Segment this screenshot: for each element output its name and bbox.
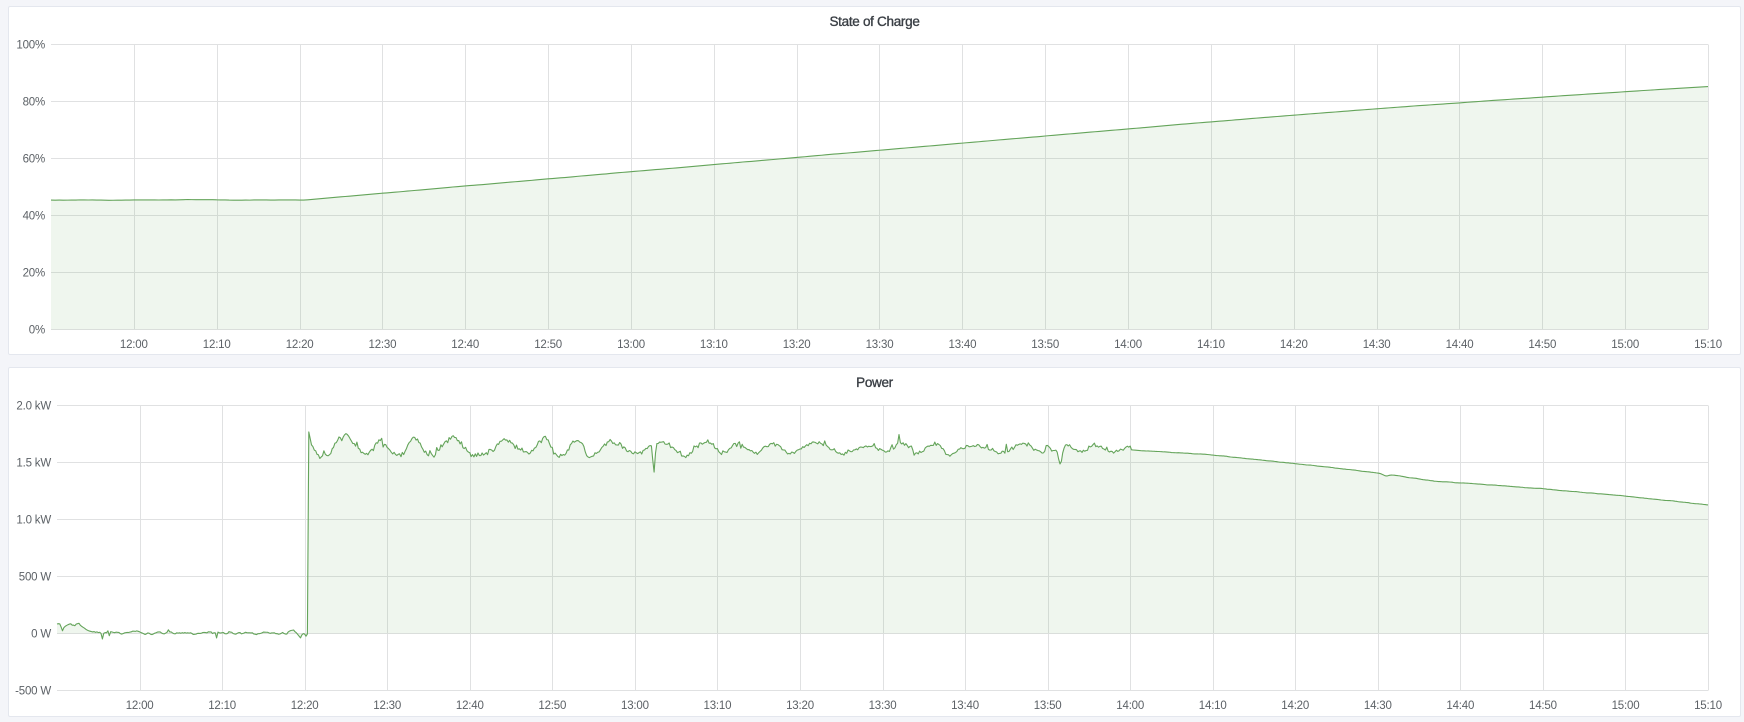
- svg-text:0 W: 0 W: [31, 629, 51, 641]
- svg-text:100%: 100%: [16, 40, 45, 52]
- svg-text:14:30: 14:30: [1364, 700, 1392, 712]
- svg-text:12:00: 12:00: [120, 339, 148, 351]
- svg-text:20%: 20%: [23, 268, 45, 280]
- svg-text:14:50: 14:50: [1528, 339, 1556, 351]
- svg-text:15:10: 15:10: [1694, 339, 1722, 351]
- svg-text:12:00: 12:00: [126, 700, 154, 712]
- svg-text:15:00: 15:00: [1611, 339, 1639, 351]
- svg-text:12:20: 12:20: [286, 339, 314, 351]
- svg-text:14:00: 14:00: [1114, 339, 1142, 351]
- svg-text:500 W: 500 W: [19, 572, 52, 584]
- svg-text:14:30: 14:30: [1363, 339, 1391, 351]
- svg-text:-500 W: -500 W: [15, 686, 51, 698]
- svg-text:14:10: 14:10: [1197, 339, 1225, 351]
- svg-text:1.0 kW: 1.0 kW: [16, 515, 51, 527]
- svg-text:12:10: 12:10: [208, 700, 236, 712]
- svg-text:1.5 kW: 1.5 kW: [16, 458, 51, 470]
- svg-text:13:40: 13:40: [949, 339, 977, 351]
- svg-text:14:50: 14:50: [1529, 700, 1557, 712]
- svg-text:40%: 40%: [23, 211, 45, 223]
- svg-text:13:00: 13:00: [617, 339, 645, 351]
- svg-text:13:30: 13:30: [869, 700, 897, 712]
- svg-text:12:30: 12:30: [369, 339, 397, 351]
- svg-text:13:10: 13:10: [704, 700, 732, 712]
- svg-text:12:30: 12:30: [373, 700, 401, 712]
- svg-text:80%: 80%: [23, 97, 45, 109]
- svg-text:14:20: 14:20: [1281, 700, 1309, 712]
- svg-text:60%: 60%: [23, 154, 45, 166]
- svg-text:14:40: 14:40: [1446, 700, 1474, 712]
- svg-text:12:40: 12:40: [456, 700, 484, 712]
- svg-text:13:20: 13:20: [786, 700, 814, 712]
- svg-text:14:00: 14:00: [1116, 700, 1144, 712]
- svg-text:13:20: 13:20: [783, 339, 811, 351]
- svg-text:12:20: 12:20: [291, 700, 319, 712]
- svg-text:14:20: 14:20: [1280, 339, 1308, 351]
- svg-text:0%: 0%: [29, 325, 45, 337]
- svg-text:15:10: 15:10: [1694, 700, 1722, 712]
- svg-text:12:50: 12:50: [538, 700, 566, 712]
- svg-text:13:10: 13:10: [700, 339, 728, 351]
- svg-text:14:40: 14:40: [1446, 339, 1474, 351]
- svg-text:14:10: 14:10: [1199, 700, 1227, 712]
- svg-text:12:10: 12:10: [203, 339, 231, 351]
- svg-text:15:00: 15:00: [1612, 700, 1640, 712]
- svg-text:13:00: 13:00: [621, 700, 649, 712]
- svg-text:13:40: 13:40: [951, 700, 979, 712]
- svg-text:12:40: 12:40: [451, 339, 479, 351]
- svg-text:13:30: 13:30: [866, 339, 894, 351]
- svg-text:2.0 kW: 2.0 kW: [16, 401, 51, 413]
- svg-text:13:50: 13:50: [1034, 700, 1062, 712]
- svg-text:13:50: 13:50: [1031, 339, 1059, 351]
- svg-text:12:50: 12:50: [534, 339, 562, 351]
